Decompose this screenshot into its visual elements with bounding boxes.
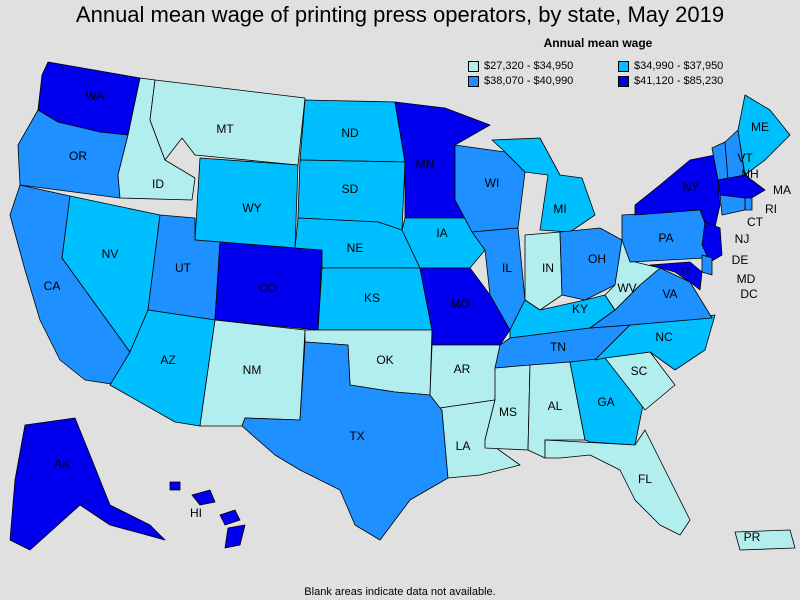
legend-item: $41,120 - $85,230	[618, 75, 778, 87]
state-label-mt: MT	[216, 122, 234, 136]
state-mo	[419, 267, 511, 346]
state-label-al: AL	[548, 399, 563, 413]
state-label-nv: NV	[102, 247, 119, 261]
page-title: Annual mean wage of printing press opera…	[75, 2, 725, 27]
state-pr	[734, 529, 796, 551]
legend-item: $38,070 - $40,990	[468, 75, 618, 87]
state-ct	[719, 194, 746, 216]
legend: Annual mean wage $27,320 - $34,950 $34,9…	[468, 36, 778, 87]
state-label-ms: MS	[499, 405, 517, 419]
state-ak	[9, 417, 166, 551]
state-label-nd: ND	[341, 126, 359, 140]
state-label-ut: UT	[175, 261, 192, 275]
state-dc	[681, 267, 689, 275]
state-de	[701, 254, 713, 276]
state-ri	[744, 197, 753, 211]
state-label-wy: WY	[242, 201, 261, 215]
state-md	[649, 261, 703, 291]
state-label-de: DE	[732, 253, 749, 267]
state-label-ks: KS	[364, 291, 380, 305]
state-label-mo: MO	[450, 297, 469, 311]
state-label-pr: PR	[744, 530, 761, 544]
state-label-sc: SC	[631, 364, 648, 378]
state-label-ma: MA	[773, 183, 791, 197]
state-label-dc: DC	[740, 287, 758, 301]
state-wv	[604, 239, 661, 311]
legend-label: $41,120 - $85,230	[634, 75, 724, 87]
state-label-tn: TN	[550, 340, 566, 354]
state-label-mn: MN	[416, 157, 435, 171]
footnote: Blank areas indicate data not available.	[304, 586, 496, 598]
state-label-pa: PA	[658, 231, 673, 245]
state-label-az: AZ	[160, 353, 175, 367]
state-label-ct: CT	[747, 215, 764, 229]
legend-item: $27,320 - $34,950	[468, 60, 618, 72]
legend-swatch	[618, 75, 629, 87]
state-ny	[634, 154, 721, 241]
legend-swatch	[618, 60, 629, 72]
state-label-hi: HI	[190, 506, 202, 520]
state-label-ca: CA	[44, 279, 61, 293]
state-label-md: MD	[737, 272, 756, 286]
state-label-sd: SD	[342, 182, 359, 196]
state-in	[524, 231, 563, 311]
state-label-ga: GA	[597, 395, 614, 409]
state-label-nc: NC	[655, 330, 673, 344]
state-label-il: IL	[502, 261, 512, 275]
state-label-vt: VT	[737, 151, 753, 165]
state-label-wa: WA	[86, 89, 105, 103]
state-nj	[701, 221, 723, 263]
state-label-va: VA	[662, 287, 677, 301]
state-label-id: ID	[152, 177, 164, 191]
state-label-nm: NM	[243, 363, 262, 377]
state-label-ok: OK	[376, 353, 393, 367]
legend-swatch	[468, 60, 479, 72]
state-label-la: LA	[456, 439, 471, 453]
state-label-mi: MI	[553, 202, 566, 216]
state-label-ky: KY	[572, 302, 588, 316]
legend-items: $27,320 - $34,950 $34,990 - $37,950 $38,…	[468, 60, 778, 87]
state-label-or: OR	[69, 149, 87, 163]
state-label-ne: NE	[347, 241, 364, 255]
state-label-ia: IA	[436, 226, 447, 240]
legend-label: $34,990 - $37,950	[634, 60, 724, 72]
state-mt	[149, 79, 306, 166]
state-label-ri: RI	[765, 202, 777, 216]
state-tx	[241, 341, 449, 541]
legend-swatch	[468, 75, 479, 87]
state-label-me: ME	[751, 120, 769, 134]
state-label-nh: NH	[741, 167, 758, 181]
state-fl	[544, 429, 691, 536]
state-label-fl: FL	[638, 472, 652, 486]
state-label-in: IN	[542, 261, 554, 275]
state-label-co: CO	[259, 281, 277, 295]
state-label-wi: WI	[485, 176, 500, 190]
legend-label: $38,070 - $40,990	[484, 75, 574, 87]
state-label-ak: AK	[54, 457, 70, 471]
state-label-nj: NJ	[735, 232, 750, 246]
legend-title: Annual mean wage	[543, 36, 653, 50]
state-label-ar: AR	[454, 362, 471, 376]
state-label-ny: NY	[683, 180, 700, 194]
legend-label: $27,320 - $34,950	[484, 60, 574, 72]
state-ma	[717, 174, 766, 201]
state-hi	[169, 481, 246, 549]
state-label-tx: TX	[349, 429, 364, 443]
state-ar	[429, 344, 501, 409]
state-label-oh: OH	[588, 252, 606, 266]
state-label-wv: WV	[617, 281, 636, 295]
legend-item: $34,990 - $37,950	[618, 60, 778, 72]
